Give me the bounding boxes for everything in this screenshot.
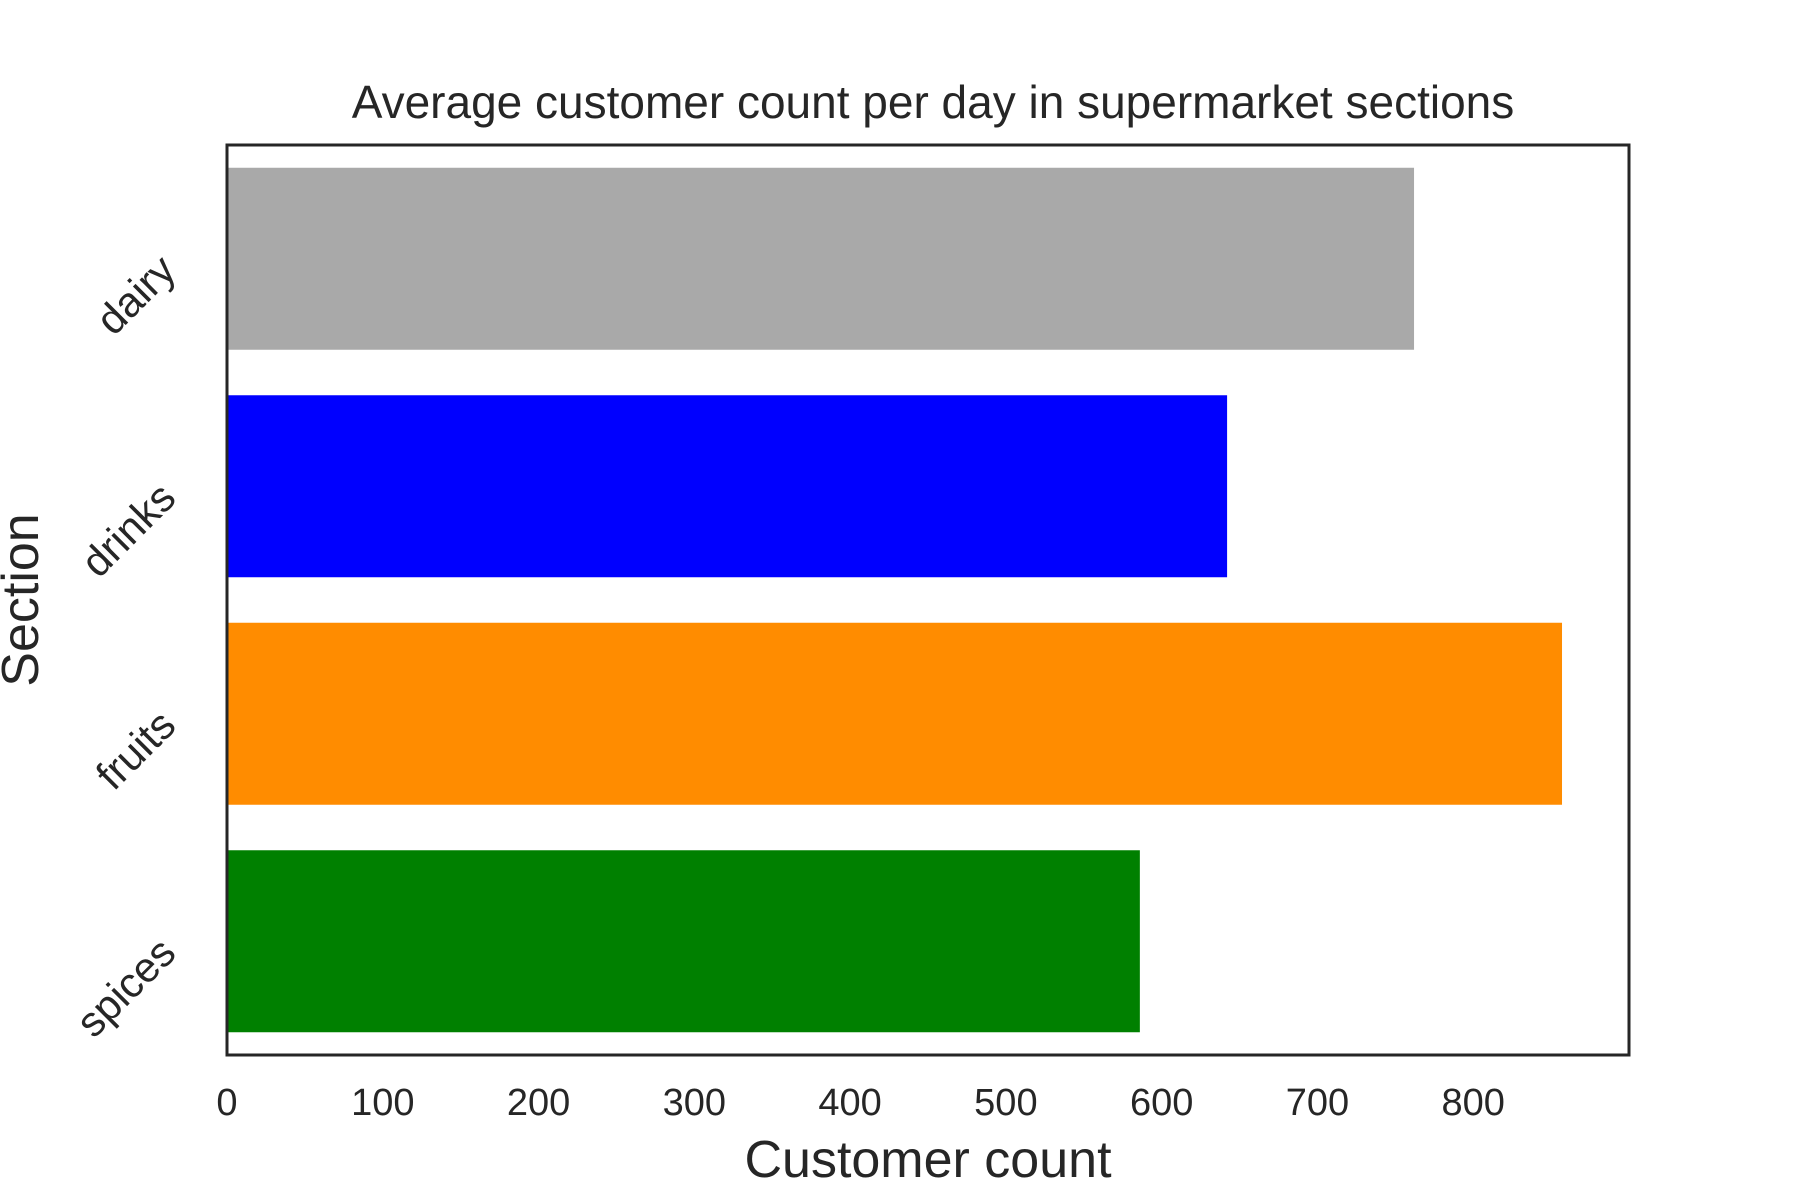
x-tick-label-0: 0 (216, 1082, 237, 1124)
x-tick-label-400: 400 (818, 1082, 881, 1124)
x-tick-label-600: 600 (1130, 1082, 1193, 1124)
bar-dairy (227, 167, 1415, 350)
bar-drinks (227, 395, 1228, 578)
y-tick-label-dairy: dairy (87, 246, 185, 344)
x-axis-ticks: 0 100 200 300 400 500 600 700 800 (216, 1082, 1504, 1124)
bar-fruits (227, 622, 1563, 805)
x-tick-label-200: 200 (507, 1082, 570, 1124)
y-axis-categories: dairy drinks fruits spices (67, 246, 184, 1046)
y-tick-label-fruits: fruits (87, 701, 185, 799)
bars-layer (227, 167, 1563, 1033)
x-tick-label-300: 300 (663, 1082, 726, 1124)
x-tick-label-100: 100 (351, 1082, 414, 1124)
y-axis-label: Section (0, 513, 50, 686)
x-axis-label: Customer count (744, 1131, 1112, 1189)
bar-spices (227, 850, 1140, 1033)
y-tick-label-drinks: drinks (72, 473, 184, 585)
plot-frame (225, 143, 1631, 1057)
x-tick-label-700: 700 (1286, 1082, 1349, 1124)
x-tick-label-500: 500 (974, 1082, 1037, 1124)
chart-title: Average customer count per day in superm… (352, 76, 1515, 128)
y-tick-label-spices: spices (67, 928, 184, 1045)
x-tick-label-800: 800 (1442, 1082, 1505, 1124)
